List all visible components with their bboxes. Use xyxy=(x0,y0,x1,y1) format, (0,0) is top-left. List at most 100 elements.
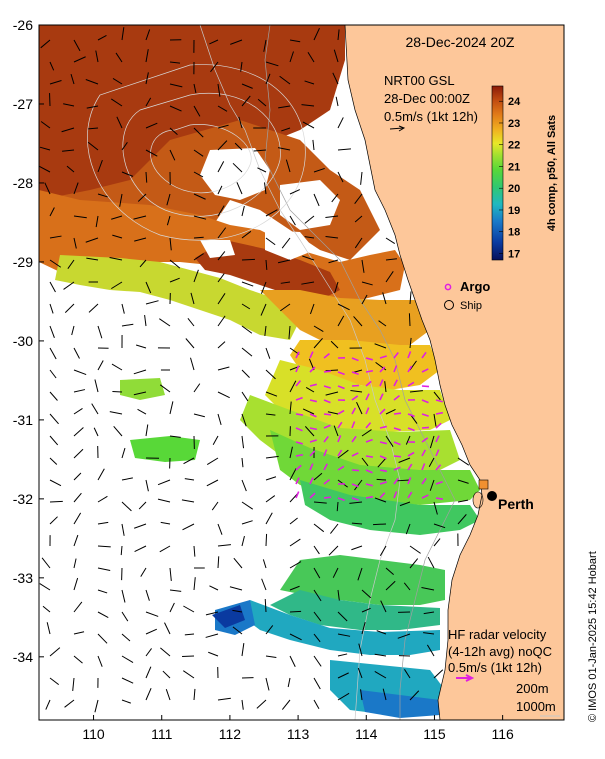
hf-radar-arrow xyxy=(393,466,401,471)
velocity-arrow xyxy=(241,347,253,357)
velocity-arrow xyxy=(376,478,387,481)
hf-radar-arrow xyxy=(421,494,429,499)
velocity-arrow xyxy=(193,253,204,261)
velocity-arrow xyxy=(145,611,159,617)
hf-radar-arrow xyxy=(337,385,345,390)
geostrophic-scale-label: 0.5m/s (1kt 12h) xyxy=(384,109,478,124)
hf-radar-arrow xyxy=(295,477,300,485)
velocity-arrow xyxy=(183,605,195,613)
velocity-arrow xyxy=(49,347,57,360)
hf-radar-arrow xyxy=(435,464,442,471)
velocity-arrow xyxy=(185,338,195,349)
velocity-arrow xyxy=(289,655,296,667)
map-title: 28-Dec-2024 20Z xyxy=(406,34,515,50)
hf-radar-arrow xyxy=(295,365,300,373)
colorbar-tick-label: 18 xyxy=(508,227,520,239)
velocity-arrow xyxy=(350,390,363,393)
velocity-arrow xyxy=(73,347,80,359)
velocity-arrow xyxy=(313,567,321,579)
velocity-arrow xyxy=(374,497,387,503)
velocity-arrow xyxy=(145,628,158,635)
velocity-arrow xyxy=(166,215,171,226)
velocity-arrow xyxy=(217,341,226,349)
hf-radar-arrow xyxy=(309,463,314,471)
velocity-arrow xyxy=(121,523,125,536)
velocity-arrow xyxy=(209,39,219,45)
velocity-arrows-geostrophic xyxy=(39,27,470,713)
plot-frame xyxy=(38,24,565,721)
velocity-arrow xyxy=(257,167,267,173)
hf-radar-arrow xyxy=(309,351,314,359)
velocity-arrow xyxy=(97,34,107,41)
velocity-arrow xyxy=(301,104,315,107)
hf-radar-arrow xyxy=(295,491,300,499)
velocity-arrow xyxy=(193,149,204,157)
velocity-arrow xyxy=(302,255,315,261)
hf-radar-arrow xyxy=(379,408,386,415)
velocity-arrow xyxy=(385,580,396,591)
velocity-arrow xyxy=(337,315,345,327)
velocity-arrow xyxy=(409,337,412,349)
velocity-arrow xyxy=(97,325,103,339)
velocity-arrow xyxy=(302,121,315,129)
velocity-arrow xyxy=(376,630,387,635)
velocity-arrow xyxy=(325,391,339,396)
velocity-arrow xyxy=(289,446,293,459)
velocity-arrow xyxy=(330,340,339,349)
hf-radar-arrow xyxy=(337,371,345,376)
velocity-arrows-hf-radar xyxy=(295,351,444,502)
hf-radar-arrow xyxy=(393,427,401,431)
velocity-arrow xyxy=(289,189,301,195)
velocity-arrow xyxy=(330,523,339,534)
velocity-arrow xyxy=(262,559,267,569)
colorbar-tick-label: 19 xyxy=(508,205,520,217)
hf-radar-arrow xyxy=(295,380,302,387)
velocity-arrow xyxy=(73,512,82,525)
velocity-arrow xyxy=(40,39,51,49)
velocity-arrow xyxy=(265,625,274,635)
velocity-arrow xyxy=(241,369,250,378)
velocity-arrow xyxy=(182,655,195,658)
velocity-arrow xyxy=(112,390,123,393)
velocity-arrow xyxy=(73,182,79,195)
velocity-arrow xyxy=(121,699,131,704)
hf-radar-arrow xyxy=(351,384,360,387)
velocity-arrow xyxy=(217,293,226,305)
velocity-arrow xyxy=(337,653,348,657)
hf-radar-arrow xyxy=(351,407,357,415)
hf-radar-arrow xyxy=(379,366,386,373)
geostrophic-date-label: 28-Dec 00:00Z xyxy=(384,91,470,106)
hf-radar-arrow xyxy=(351,371,359,375)
x-tick-label: 114 xyxy=(355,726,378,742)
velocity-arrow xyxy=(49,369,57,379)
velocity-arrow xyxy=(265,455,279,459)
velocity-arrow xyxy=(145,424,149,437)
velocity-arrow xyxy=(97,655,103,667)
velocity-arrow xyxy=(73,577,79,591)
velocity-arrow xyxy=(313,523,325,533)
velocity-arrow xyxy=(217,413,222,426)
velocity-arrow xyxy=(405,523,411,535)
velocity-arrow xyxy=(409,390,423,393)
velocity-arrow xyxy=(241,413,247,427)
velocity-arrow xyxy=(73,655,83,664)
velocity-arrow xyxy=(109,257,123,261)
velocity-arrow xyxy=(67,259,75,269)
hf-radar-arrow xyxy=(323,463,328,471)
velocity-arrow xyxy=(217,391,230,399)
velocity-arrow xyxy=(49,500,63,503)
velocity-arrow xyxy=(71,325,75,336)
velocity-arrow xyxy=(182,523,195,531)
velocity-arrow xyxy=(73,39,81,52)
y-tick-label: -28 xyxy=(13,175,33,191)
velocity-arrow xyxy=(87,141,99,151)
velocity-arrow xyxy=(405,435,411,445)
velocity-arrow xyxy=(337,611,348,622)
hf-radar-arrow xyxy=(407,491,413,499)
velocity-arrow xyxy=(121,323,134,327)
velocity-arrow xyxy=(289,51,294,63)
velocity-arrow xyxy=(427,556,435,569)
velocity-arrow xyxy=(184,633,195,636)
velocity-arrow xyxy=(110,98,123,107)
